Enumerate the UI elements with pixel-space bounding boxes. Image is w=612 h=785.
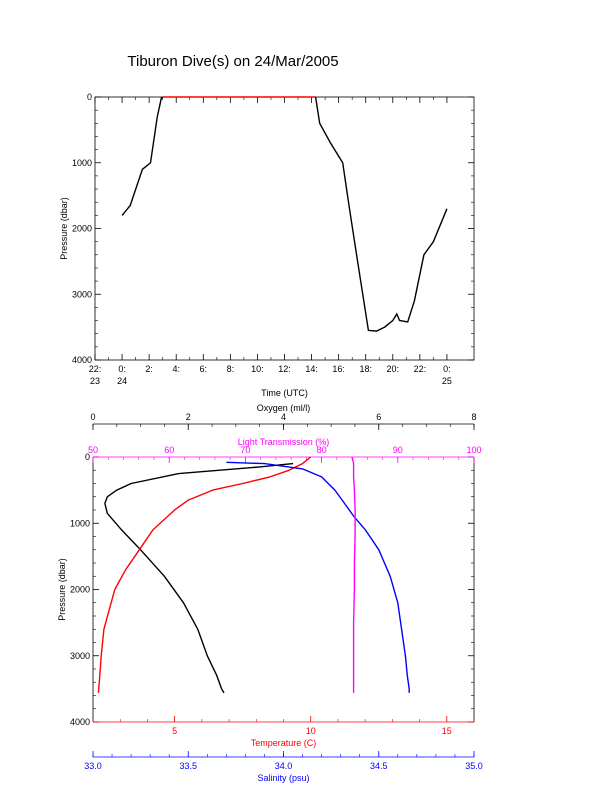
oxygen-profile-line (104, 462, 294, 694)
x-tick-label: 6: (200, 364, 208, 374)
x-tick-label: 2: (145, 364, 153, 374)
y-tick-label: 0 (85, 452, 90, 462)
y-axis-label: Pressure (dbar) (57, 558, 67, 621)
temperature-tick-label: 15 (442, 726, 452, 736)
oxygen-tick-label: 4 (281, 412, 286, 422)
oxygen-tick-label: 0 (90, 412, 95, 422)
y-tick-label: 4000 (72, 355, 92, 365)
x-tick-label: 8: (227, 364, 235, 374)
temperature-profile-line (97, 456, 312, 693)
salinity-tick-label: 35.0 (465, 761, 483, 771)
x-tick-label: 10: (251, 364, 264, 374)
transmission-axis-label: Light Transmission (%) (238, 437, 330, 447)
y-tick-label: 1000 (72, 158, 92, 168)
figure-title: Tiburon Dive(s) on 24/Mar/2005 (127, 53, 338, 70)
x-tick-label-day: 24 (117, 376, 127, 386)
y-tick-label: 2000 (72, 224, 92, 234)
x-tick-label: 16: (332, 364, 345, 374)
transmission-tick-label: 100 (466, 445, 481, 455)
oxygen-tick-label: 2 (186, 412, 191, 422)
x-tick-label: 0: (118, 364, 126, 374)
salinity-tick-label: 33.0 (84, 761, 102, 771)
salinity-profile-line (226, 461, 410, 693)
y-tick-label: 0 (87, 92, 92, 102)
dive-track-segment-3 (314, 96, 448, 332)
temperature-tick-label: 10 (306, 726, 316, 736)
oxygen-tick-label: 8 (471, 412, 476, 422)
y-tick-label: 3000 (70, 651, 90, 661)
dive-track-segment-1 (121, 96, 164, 216)
y-tick-label: 4000 (70, 717, 90, 727)
y-tick-label: 3000 (72, 289, 92, 299)
salinity-tick-label: 34.5 (370, 761, 388, 771)
y-tick-label: 2000 (70, 585, 90, 595)
x-tick-label-day: 23 (90, 376, 100, 386)
salinity-tick-label: 34.0 (275, 761, 293, 771)
y-tick-label: 1000 (70, 518, 90, 528)
x-tick-label: 0: (443, 364, 451, 374)
x-tick-label: 4: (172, 364, 180, 374)
x-tick-label: 20: (387, 364, 400, 374)
plot-frame (94, 96, 475, 361)
ctd-profile-panel: 0 1000 2000 3000 4000 Pressure (dbar) 0 2 4 6 8 Oxy… (57, 403, 483, 783)
x-tick-label-day: 25 (442, 376, 452, 386)
salinity-axis-label: Salinity (psu) (257, 773, 309, 783)
x-tick-label: 12: (278, 364, 291, 374)
x-tick-label: 14: (305, 364, 318, 374)
x-axis-label: Time (UTC) (261, 388, 308, 398)
transmission-tick-label: 70 (240, 445, 250, 455)
dive-time-panel: 22: 23 0: 24 2: 4: 6: 8: 10: 12: 14: 16: 18: 20: 22: 0:… (59, 92, 475, 398)
salinity-tick-label: 33.5 (179, 761, 197, 771)
x-tick-label: 22: (89, 364, 102, 374)
transmission-tick-label: 60 (164, 445, 174, 455)
transmission-profile-line (351, 456, 356, 693)
transmission-tick-label: 50 (88, 445, 98, 455)
oxygen-tick-label: 6 (376, 412, 381, 422)
transmission-tick-label: 90 (393, 445, 403, 455)
temperature-axis-label: Temperature (C) (251, 738, 317, 748)
y-axis-label: Pressure (dbar) (59, 197, 69, 260)
temperature-tick-label: 5 (172, 726, 177, 736)
x-tick-label: 22: (414, 364, 427, 374)
oxygen-axis-label: Oxygen (ml/l) (257, 403, 311, 413)
x-tick-label: 18: (359, 364, 372, 374)
transmission-tick-label: 80 (317, 445, 327, 455)
